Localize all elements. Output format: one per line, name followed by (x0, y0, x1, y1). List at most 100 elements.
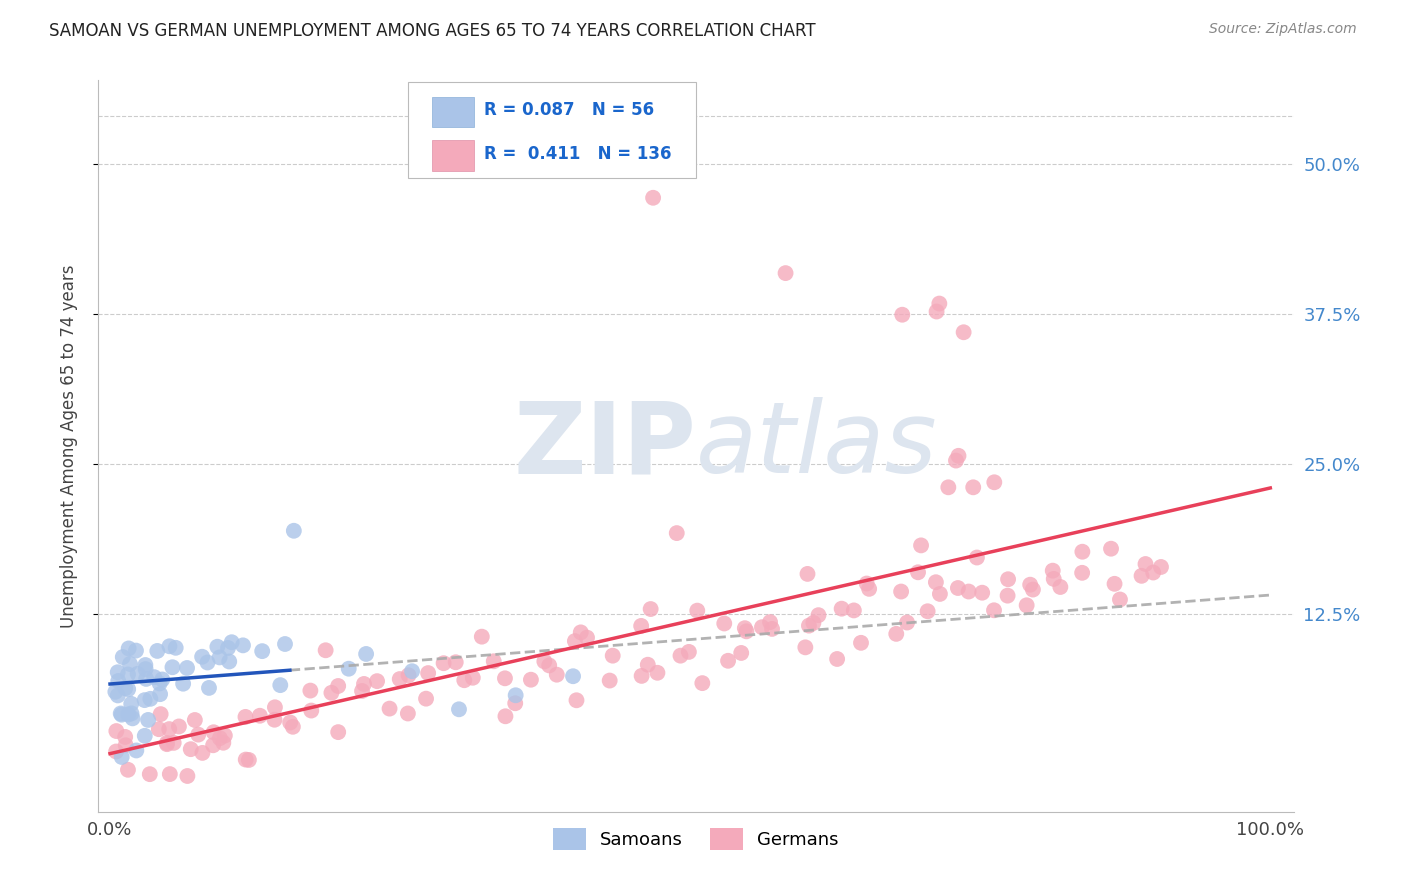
Point (717, 654, 740, 668)
Point (134, 658, 156, 673)
Point (453, 673, 475, 688)
Point (896, 615, 918, 630)
Point (354, 647, 377, 661)
Point (907, 566, 929, 580)
Point (299, 683, 322, 698)
Point (125, 643, 148, 657)
Point (396, 706, 419, 721)
Point (890, 584, 912, 599)
Point (576, 631, 599, 645)
Point (447, 702, 470, 716)
Point (149, 707, 172, 722)
Point (388, 672, 411, 686)
Point (946, 581, 969, 595)
Text: SAMOAN VS GERMAN UNEMPLOYMENT AMONG AGES 65 TO 74 YEARS CORRELATION CHART: SAMOAN VS GERMAN UNEMPLOYMENT AMONG AGES… (49, 22, 815, 40)
Point (143, 670, 166, 684)
Point (599, 673, 621, 688)
Point (1071, 566, 1094, 580)
Point (191, 649, 214, 664)
Point (952, 325, 974, 339)
Point (692, 676, 714, 690)
Point (117, 682, 139, 697)
Point (187, 728, 209, 742)
Point (263, 713, 285, 727)
Point (751, 620, 773, 634)
Point (807, 608, 830, 623)
Point (207, 640, 229, 654)
Point (966, 550, 988, 565)
Point (278, 715, 301, 730)
Point (471, 630, 494, 644)
Point (149, 676, 172, 690)
Point (208, 731, 231, 746)
Text: R = 0.087   N = 56: R = 0.087 N = 56 (484, 101, 654, 120)
Point (264, 700, 287, 714)
Point (118, 657, 141, 671)
Point (678, 645, 700, 659)
Point (962, 480, 984, 494)
Point (176, 661, 198, 675)
Point (957, 584, 980, 599)
Point (884, 627, 907, 641)
Point (640, 602, 662, 616)
Point (444, 655, 467, 669)
Point (149, 687, 172, 701)
Point (235, 753, 257, 767)
Point (538, 658, 561, 673)
Point (983, 603, 1005, 617)
Point (972, 585, 994, 599)
Point (118, 641, 141, 656)
Point (730, 646, 752, 660)
Point (1015, 599, 1038, 613)
Point (114, 681, 136, 695)
Point (150, 673, 173, 687)
Point (461, 671, 484, 685)
Point (398, 668, 420, 682)
Point (925, 304, 948, 318)
Point (997, 589, 1019, 603)
Point (111, 650, 134, 665)
Legend: Samoans, Germans: Samoans, Germans (546, 821, 846, 857)
Point (1109, 592, 1132, 607)
Point (202, 725, 225, 739)
Point (665, 526, 688, 541)
Point (917, 604, 939, 618)
Point (1042, 564, 1064, 578)
Point (111, 707, 134, 722)
Point (328, 679, 350, 693)
Point (110, 706, 132, 721)
Point (1142, 566, 1164, 580)
Point (117, 763, 139, 777)
Point (562, 669, 585, 683)
Point (825, 652, 848, 666)
Point (111, 750, 134, 764)
Point (378, 701, 401, 715)
Point (669, 648, 692, 663)
Point (794, 640, 817, 655)
Point (191, 746, 214, 760)
Point (104, 685, 127, 699)
Point (136, 713, 159, 727)
Point (1130, 569, 1153, 583)
Point (928, 587, 950, 601)
Point (114, 739, 136, 753)
Point (401, 664, 423, 678)
Point (842, 603, 865, 617)
Text: ZIP: ZIP (513, 398, 696, 494)
Point (328, 725, 350, 739)
Point (281, 720, 304, 734)
Point (1104, 577, 1126, 591)
Point (1049, 580, 1071, 594)
Point (775, 266, 797, 280)
Point (796, 566, 818, 581)
Point (156, 736, 179, 750)
Point (1042, 572, 1064, 586)
Point (157, 722, 180, 736)
Point (134, 729, 156, 743)
Y-axis label: Unemployment Among Ages 65 to 74 years: Unemployment Among Ages 65 to 74 years (59, 264, 77, 628)
Point (797, 618, 820, 632)
Point (238, 753, 260, 767)
Point (1150, 560, 1173, 574)
Point (202, 739, 225, 753)
Point (163, 736, 186, 750)
